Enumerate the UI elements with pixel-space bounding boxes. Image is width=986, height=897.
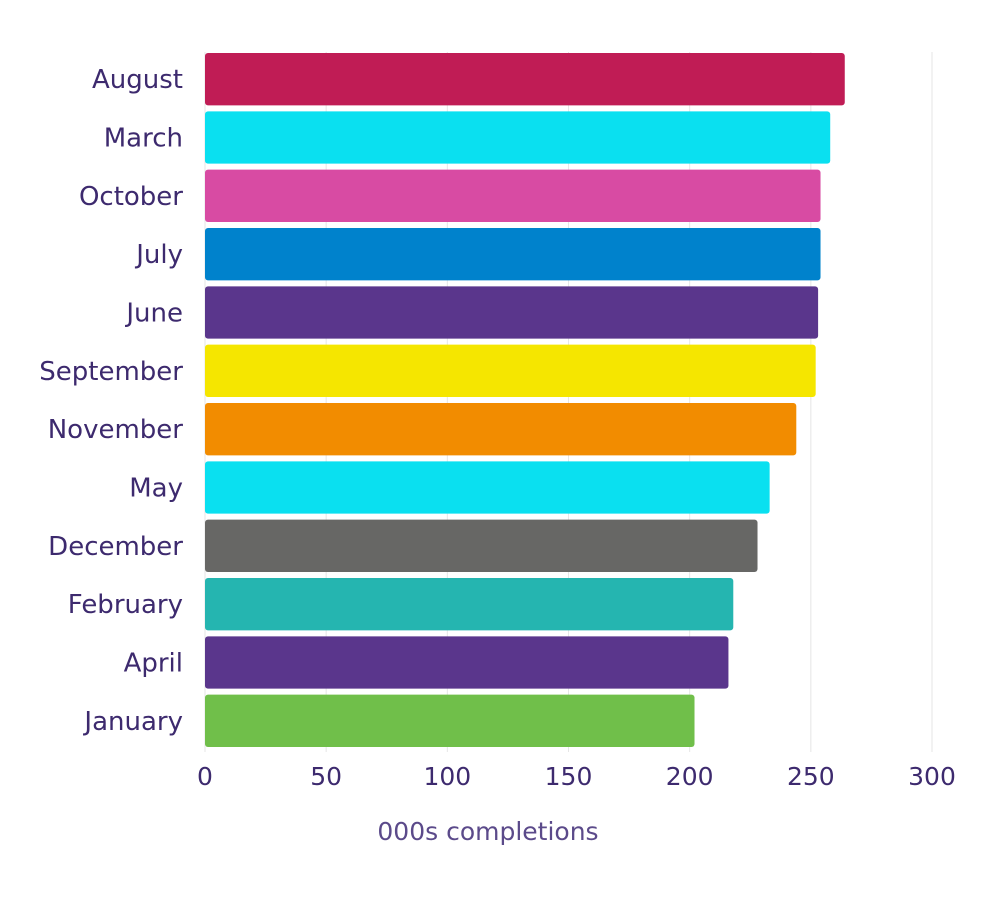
category-labels: August March October July June September Novem… xyxy=(39,65,183,737)
gridlines xyxy=(204,52,933,752)
x-tick-label-250: 250 xyxy=(787,762,835,791)
category-label-july: July xyxy=(134,240,183,270)
x-tick-label-50: 50 xyxy=(310,762,342,791)
x-axis-title: 000s completions xyxy=(377,817,598,846)
x-tick-label-0: 0 xyxy=(197,762,213,791)
bar-october xyxy=(205,169,821,222)
bar-september xyxy=(205,344,816,397)
category-label-january: January xyxy=(82,707,183,737)
category-label-march: March xyxy=(104,124,183,154)
x-tick-label-100: 100 xyxy=(423,762,471,791)
bar-march xyxy=(205,111,831,164)
bar-december xyxy=(205,519,758,572)
category-label-december: December xyxy=(48,532,183,562)
x-tick-label-300: 300 xyxy=(908,762,956,791)
category-label-may: May xyxy=(129,474,183,504)
category-label-june: June xyxy=(124,299,183,329)
bar-may xyxy=(205,461,770,514)
x-tick-labels: 0 50 100 150 200 250 300 xyxy=(197,762,956,791)
bar-february xyxy=(205,578,734,631)
bar-november xyxy=(205,403,797,456)
bars xyxy=(205,53,845,747)
category-label-april: April xyxy=(124,649,183,679)
bar-june xyxy=(205,286,819,339)
bar-august xyxy=(205,53,845,106)
category-label-october: October xyxy=(79,182,183,212)
bar-january xyxy=(205,694,695,747)
bar-july xyxy=(205,228,821,281)
category-label-february: February xyxy=(68,590,183,620)
bar-april xyxy=(205,636,729,689)
x-tick-label-150: 150 xyxy=(545,762,593,791)
category-label-november: November xyxy=(48,415,184,445)
category-label-august: August xyxy=(92,65,183,95)
category-label-september: September xyxy=(39,357,183,387)
x-tick-label-200: 200 xyxy=(666,762,714,791)
